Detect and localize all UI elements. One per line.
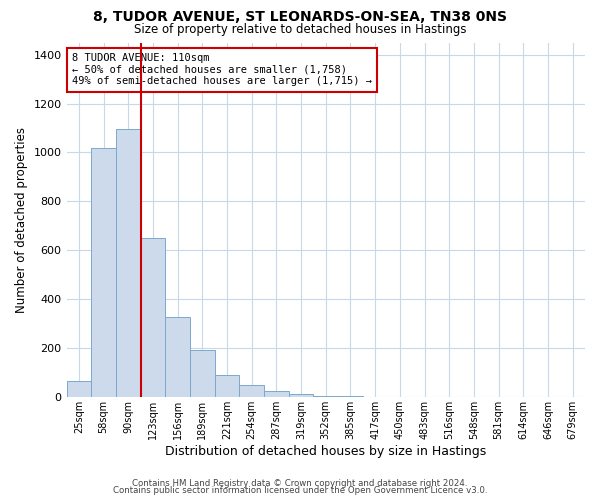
Bar — [313, 396, 338, 397]
Bar — [215, 376, 239, 397]
Bar — [165, 318, 190, 397]
Bar — [140, 238, 165, 397]
Text: 8, TUDOR AVENUE, ST LEONARDS-ON-SEA, TN38 0NS: 8, TUDOR AVENUE, ST LEONARDS-ON-SEA, TN3… — [93, 10, 507, 24]
Bar — [264, 392, 289, 397]
Y-axis label: Number of detached properties: Number of detached properties — [15, 126, 28, 312]
Bar — [91, 148, 116, 397]
Bar — [116, 129, 140, 397]
Bar — [67, 381, 91, 397]
Bar — [289, 394, 313, 397]
Text: Size of property relative to detached houses in Hastings: Size of property relative to detached ho… — [134, 22, 466, 36]
Text: Contains HM Land Registry data © Crown copyright and database right 2024.: Contains HM Land Registry data © Crown c… — [132, 478, 468, 488]
Bar — [190, 350, 215, 397]
Text: 8 TUDOR AVENUE: 110sqm
← 50% of detached houses are smaller (1,758)
49% of semi-: 8 TUDOR AVENUE: 110sqm ← 50% of detached… — [72, 53, 372, 86]
Text: Contains public sector information licensed under the Open Government Licence v3: Contains public sector information licen… — [113, 486, 487, 495]
Bar — [239, 385, 264, 397]
X-axis label: Distribution of detached houses by size in Hastings: Distribution of detached houses by size … — [165, 444, 487, 458]
